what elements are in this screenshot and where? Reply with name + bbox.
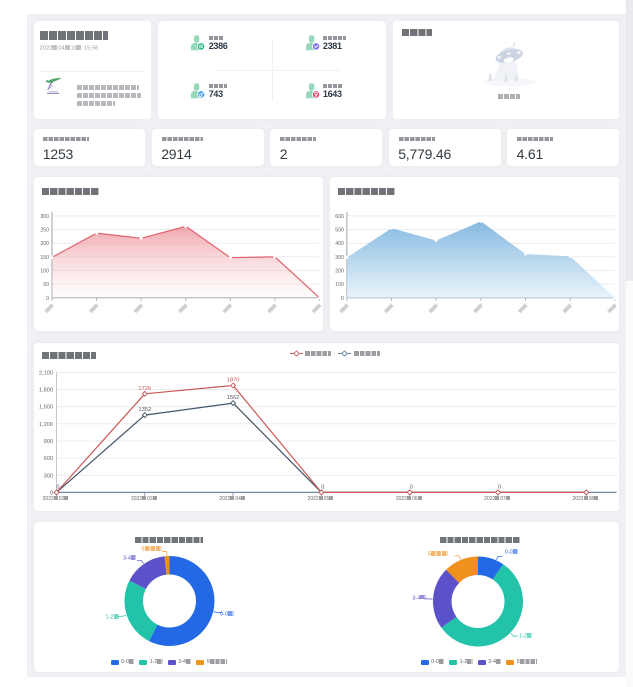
svg-text:50: 50 [43,282,49,288]
svg-text:250: 250 [40,227,49,233]
svg-text:0: 0 [49,490,52,496]
svg-text:0: 0 [46,295,49,301]
svg-text:100: 100 [40,268,49,274]
svg-text:100: 100 [335,282,344,288]
svg-text:1,800: 1,800 [39,387,53,393]
svg-text:2,100: 2,100 [39,370,53,376]
svg-text:600: 600 [335,213,344,219]
svg-text:400: 400 [335,241,344,247]
svg-text:1870: 1870 [226,377,239,383]
svg-text:150: 150 [40,254,49,260]
svg-text:900: 900 [43,439,52,445]
svg-text:0: 0 [409,484,412,490]
svg-text:200: 200 [335,268,344,274]
svg-text:0: 0 [321,484,324,490]
svg-text:0: 0 [341,295,344,301]
svg-text:600: 600 [43,456,52,462]
svg-text:300: 300 [43,473,52,479]
svg-text:1726: 1726 [138,385,151,391]
svg-text:0: 0 [497,484,500,490]
svg-text:300: 300 [40,213,49,219]
svg-text:1352: 1352 [138,407,151,413]
svg-text:300: 300 [335,254,344,260]
svg-text:200: 200 [40,241,49,247]
svg-text:0: 0 [56,484,59,490]
svg-text:1,200: 1,200 [39,421,53,427]
svg-text:1,500: 1,500 [39,404,53,410]
svg-text:1562: 1562 [226,395,239,401]
svg-text:500: 500 [335,227,344,233]
